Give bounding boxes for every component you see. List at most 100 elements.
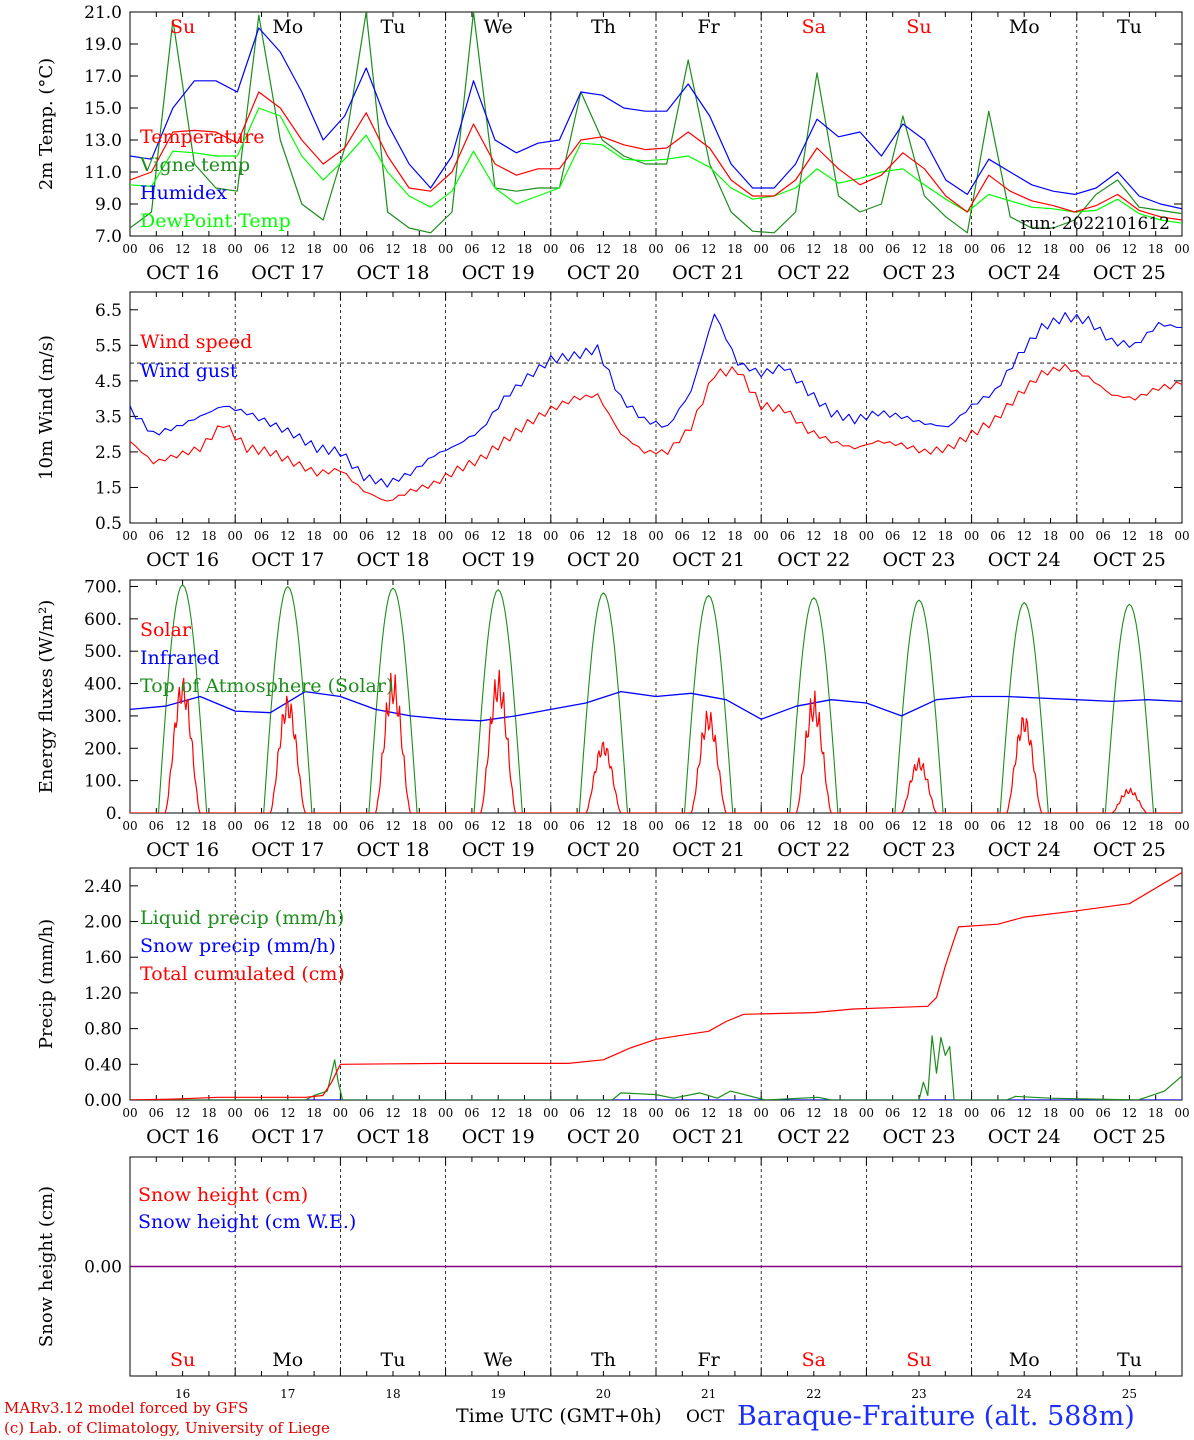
y-axis-label: Energy fluxes (W/m²) xyxy=(36,600,57,794)
time-axis-label: Time UTC (GMT+0h) xyxy=(456,1405,662,1427)
hour-tick-label: 18 xyxy=(517,529,532,543)
hour-tick-label: 12 xyxy=(701,242,716,256)
hour-tick-label: 18 xyxy=(306,1106,321,1120)
hour-tick-label: 00 xyxy=(859,242,874,256)
hour-tick-label: 00 xyxy=(438,242,453,256)
hour-tick-label: 18 xyxy=(622,242,637,256)
date-label: OCT 20 xyxy=(567,549,640,571)
y-axis-label: Snow height (cm) xyxy=(36,1186,57,1347)
y-tick-label: 0.00 xyxy=(84,1258,122,1278)
date-label: OCT 19 xyxy=(462,839,535,861)
station-title: Baraque-Fraiture (alt. 588m) xyxy=(737,1401,1135,1432)
run-annotation: run: 2022101612 xyxy=(1021,214,1170,234)
hour-tick-label: 00 xyxy=(333,529,348,543)
y-tick-label: 400. xyxy=(84,675,122,695)
hour-tick-label: 00 xyxy=(1069,242,1084,256)
hour-tick-label: 00 xyxy=(1174,819,1189,833)
date-label: OCT 17 xyxy=(251,549,324,571)
precip-panel: 00 06 12 18 OCT 16 00 06 12 18 OCT 17 00 06 12 18 OCT … xyxy=(36,867,1190,1148)
y-tick-label: 2.5 xyxy=(95,443,122,463)
y-tick-label: 17.0 xyxy=(84,67,122,87)
hour-tick-label: 06 xyxy=(359,819,374,833)
hour-tick-label: 18 xyxy=(201,1106,216,1120)
hour-tick-label: 06 xyxy=(359,1106,374,1120)
date-label: OCT 19 xyxy=(462,1126,535,1148)
date-label: OCT 16 xyxy=(146,839,219,861)
date-label: OCT 16 xyxy=(146,262,219,284)
date-label: OCT 20 xyxy=(567,839,640,861)
hour-tick-label: 06 xyxy=(254,1106,269,1120)
hour-tick-label: 06 xyxy=(990,529,1005,543)
hour-tick-label: 06 xyxy=(359,242,374,256)
y-tick-label: 6.5 xyxy=(95,301,122,321)
wind-panel: 00 06 12 18 OCT 16 00 06 12 18 OCT 17 00 06 12 18 OCT … xyxy=(36,291,1190,571)
copyright-credit: (c) Lab. of Climatology, University of L… xyxy=(4,1419,330,1437)
day-number-label: 18 xyxy=(385,1387,400,1401)
date-label: OCT 16 xyxy=(146,1126,219,1148)
hour-tick-label: 06 xyxy=(990,1106,1005,1120)
y-tick-label: 200. xyxy=(84,739,122,759)
date-label: OCT 22 xyxy=(777,1126,850,1148)
hour-tick-label: 18 xyxy=(412,1106,427,1120)
y-tick-label: 700. xyxy=(84,577,122,597)
day-name-label: We xyxy=(484,16,513,38)
hour-tick-label: 00 xyxy=(438,529,453,543)
date-label: OCT 23 xyxy=(882,1126,955,1148)
day-number-label: 20 xyxy=(596,1387,611,1401)
date-label: OCT 17 xyxy=(251,262,324,284)
day-name-label: Su xyxy=(170,16,195,38)
toa-solar-line xyxy=(130,584,1182,813)
hour-tick-label: 00 xyxy=(333,242,348,256)
model-credit: MARv3.12 model forced by GFS xyxy=(4,1399,249,1417)
hour-tick-label: 12 xyxy=(175,242,190,256)
hour-tick-label: 12 xyxy=(1122,242,1137,256)
hour-tick-label: 00 xyxy=(122,242,137,256)
hour-tick-label: 18 xyxy=(517,819,532,833)
day-number-label: 23 xyxy=(911,1387,926,1401)
hour-tick-label: 12 xyxy=(491,242,506,256)
hour-tick-label: 06 xyxy=(464,1106,479,1120)
y-tick-label: 300. xyxy=(84,707,122,727)
day-name-label: Mo xyxy=(272,1349,303,1371)
date-label: OCT 24 xyxy=(988,262,1061,284)
legend-entry: Temperature xyxy=(140,126,264,148)
hour-tick-label: 18 xyxy=(622,529,637,543)
date-label: OCT 24 xyxy=(988,839,1061,861)
panel-frame xyxy=(129,11,1183,237)
hour-tick-label: 18 xyxy=(1148,1106,1163,1120)
hour-tick-label: 06 xyxy=(149,242,164,256)
hour-tick-label: 18 xyxy=(727,819,742,833)
date-label: OCT 22 xyxy=(777,549,850,571)
hour-tick-label: 06 xyxy=(149,529,164,543)
hour-tick-label: 00 xyxy=(122,529,137,543)
legend-entry: Total cumulated (cm) xyxy=(140,963,345,985)
hour-tick-label: 06 xyxy=(780,819,795,833)
hour-tick-label: 12 xyxy=(596,242,611,256)
infrared-line xyxy=(130,690,1182,722)
date-label: OCT 25 xyxy=(1093,262,1166,284)
hour-tick-label: 00 xyxy=(1069,1106,1084,1120)
hour-tick-label: 12 xyxy=(1122,819,1137,833)
y-tick-label: 7.0 xyxy=(95,227,122,247)
hour-tick-label: 12 xyxy=(596,529,611,543)
day-number-label: 17 xyxy=(280,1387,295,1401)
hour-tick-label: 00 xyxy=(543,819,558,833)
hour-tick-label: 00 xyxy=(228,529,243,543)
hour-tick-label: 00 xyxy=(333,1106,348,1120)
hour-tick-label: 12 xyxy=(806,1106,821,1120)
hour-tick-label: 06 xyxy=(464,242,479,256)
hour-tick-label: 00 xyxy=(754,819,769,833)
day-number-label: 24 xyxy=(1017,1387,1033,1401)
date-label: OCT 21 xyxy=(672,839,745,861)
day-name-label: Tu xyxy=(1117,16,1142,38)
energy-panel: 00 06 12 18 OCT 16 00 06 12 18 OCT 17 00 06 12 18 OCT … xyxy=(36,577,1190,861)
hour-tick-label: 00 xyxy=(228,819,243,833)
month-label: OCT xyxy=(686,1407,725,1427)
hour-tick-label: 18 xyxy=(412,529,427,543)
hour-tick-label: 12 xyxy=(385,819,400,833)
date-label: OCT 22 xyxy=(777,262,850,284)
hour-tick-label: 06 xyxy=(885,819,900,833)
hour-tick-label: 18 xyxy=(201,819,216,833)
date-label: OCT 18 xyxy=(356,839,429,861)
temperature-panel: 00 06 12 18 OCT 16 00 06 12 18 OCT 17 00 06 12 18 OCT … xyxy=(36,3,1190,284)
